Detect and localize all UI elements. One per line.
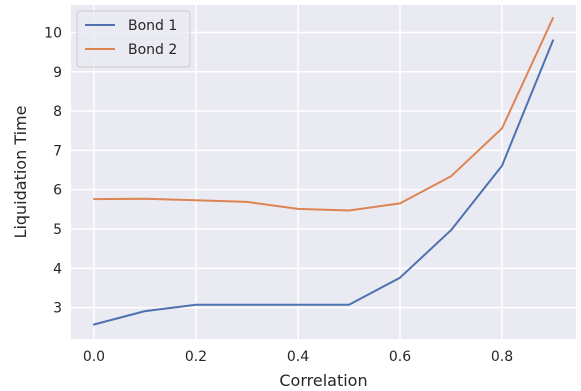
series-lines: [93, 17, 554, 326]
x-tick-label: 0.8: [491, 349, 513, 365]
x-tick-label: 0.4: [287, 349, 309, 365]
x-tick-label: 0.2: [185, 349, 207, 365]
y-tick-label: 8: [53, 104, 62, 120]
series-line-bond-2: [93, 17, 554, 212]
legend: Bond 1 Bond 2: [76, 10, 191, 68]
y-tick-label: 9: [53, 65, 62, 81]
x-axis-label: Correlation: [279, 371, 367, 390]
y-tick-label: 7: [53, 143, 62, 159]
x-tick-label: 0.0: [83, 349, 105, 365]
series-line-bond-1: [93, 39, 554, 326]
y-tick-label: 4: [53, 261, 62, 277]
grid-lines: [71, 5, 576, 339]
x-tick-label: 0.6: [389, 349, 411, 365]
y-tick-label: 6: [53, 183, 62, 199]
tick-labels: 0.0 0.2 0.4 0.6 0.8 3 4 5 6 7 8 9 10: [44, 26, 513, 365]
y-tick-label: 3: [53, 301, 62, 317]
legend-label-bond-1: Bond 1: [128, 18, 177, 34]
y-tick-label: 5: [53, 222, 62, 238]
y-tick-label: 10: [44, 26, 62, 42]
legend-label-bond-2: Bond 2: [128, 42, 177, 58]
y-axis-label: Liquidation Time: [11, 106, 30, 239]
